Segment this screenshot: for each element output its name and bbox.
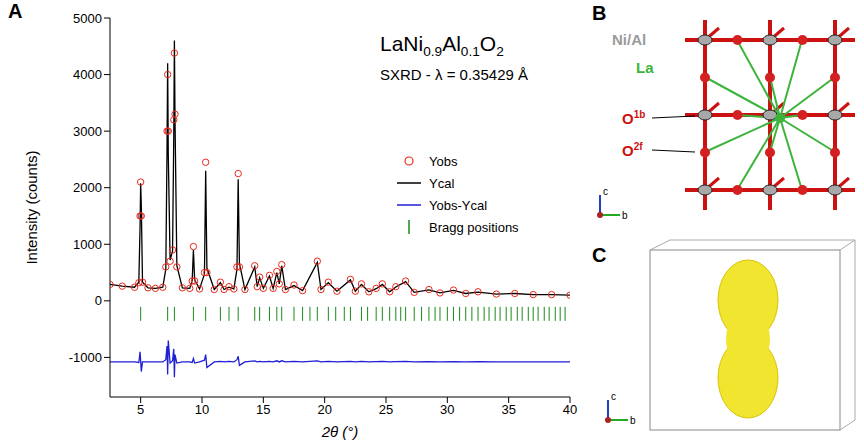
svg-text:30: 30 bbox=[440, 402, 454, 417]
svg-text:3000: 3000 bbox=[73, 124, 102, 139]
html-text:Bragg positions: Bragg positions bbox=[429, 219, 519, 235]
svg-text:2000: 2000 bbox=[73, 180, 102, 195]
html-text:Ycal: Ycal bbox=[429, 175, 455, 191]
svg-text:5: 5 bbox=[137, 402, 144, 417]
svg-text:35: 35 bbox=[501, 402, 515, 417]
svg-text:O1b: O1b bbox=[622, 109, 645, 127]
svg-text:0: 0 bbox=[95, 293, 102, 308]
svg-text:C: C bbox=[592, 244, 606, 266]
svg-text:5000: 5000 bbox=[73, 11, 102, 26]
svg-text:-1000: -1000 bbox=[69, 350, 102, 365]
svg-text:15: 15 bbox=[256, 402, 270, 417]
svg-text:10: 10 bbox=[195, 402, 209, 417]
svg-text:20: 20 bbox=[317, 402, 331, 417]
svg-text:2θ (°): 2θ (°) bbox=[321, 423, 359, 440]
svg-text:4000: 4000 bbox=[73, 67, 102, 82]
svg-text:c: c bbox=[611, 391, 616, 402]
svg-text:O2f: O2f bbox=[622, 141, 643, 159]
svg-text:Intensity (counts): Intensity (counts) bbox=[23, 150, 40, 264]
html-text:Yobs-Ycal: Yobs-Ycal bbox=[429, 197, 488, 213]
html-text:SXRD - λ = 0.35429 Å: SXRD - λ = 0.35429 Å bbox=[380, 66, 528, 83]
svg-text:b: b bbox=[630, 415, 636, 426]
svg-text:B: B bbox=[592, 2, 606, 24]
svg-text:25: 25 bbox=[379, 402, 393, 417]
svg-text:b: b bbox=[622, 210, 628, 221]
svg-text:c: c bbox=[603, 186, 608, 197]
svg-text:40: 40 bbox=[563, 402, 577, 417]
svg-text:La: La bbox=[636, 59, 654, 76]
html-text:LaNi0.9Al0.1O2: LaNi0.9Al0.1O2 bbox=[380, 32, 504, 60]
svg-text:1000: 1000 bbox=[73, 237, 102, 252]
svg-text:Ni/Al: Ni/Al bbox=[612, 31, 646, 48]
html-text:Yobs: Yobs bbox=[429, 153, 458, 169]
html-text:A: A bbox=[8, 0, 23, 22]
